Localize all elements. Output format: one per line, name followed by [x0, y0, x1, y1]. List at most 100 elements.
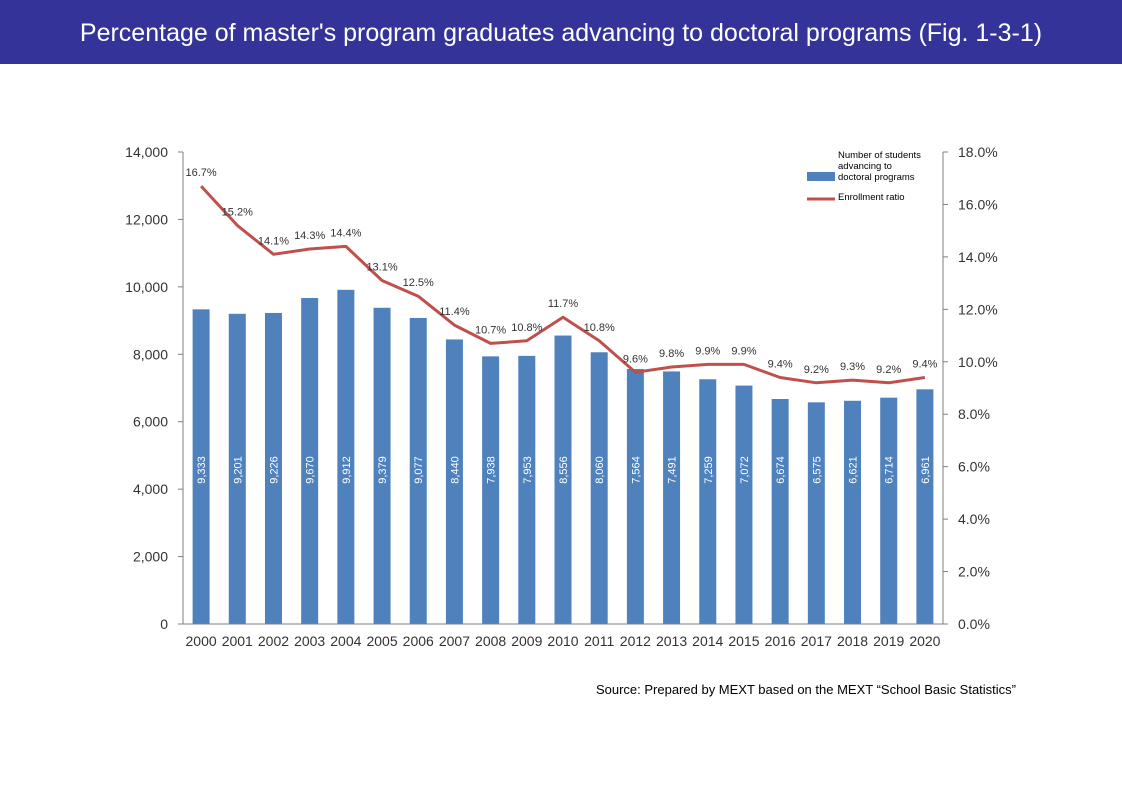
x-tick-label: 2019 [873, 633, 904, 649]
x-tick-label: 2002 [258, 633, 289, 649]
bar-2013 [663, 371, 681, 624]
x-tick-label: 2008 [475, 633, 506, 649]
page-title: Percentage of master's program graduates… [79, 19, 1043, 47]
ratio-label-2003: 14.3% [294, 230, 325, 242]
left-tick-label: 10,000 [125, 279, 168, 295]
bar-label-2004: 9,912 [341, 456, 353, 484]
bar-label-2017: 6,575 [811, 456, 823, 484]
right-tick-label: 16.0% [958, 196, 998, 212]
bar-2004 [337, 289, 355, 624]
bar-label-2001: 9,201 [232, 456, 244, 484]
bar-2005 [373, 307, 391, 624]
ratio-label-2020: 9.4% [912, 359, 937, 371]
bar-label-2000: 9,333 [196, 456, 208, 484]
legend-bar-label: Number of students [838, 150, 921, 161]
bar-label-2019: 6,714 [884, 456, 896, 484]
ratio-label-2012: 9.6% [623, 353, 648, 365]
x-tick-label: 2004 [330, 633, 361, 649]
bar-label-2010: 8,556 [558, 456, 570, 484]
ratio-label-2018: 9.3% [840, 361, 865, 373]
left-tick-label: 12,000 [125, 211, 168, 227]
right-tick-label: 10.0% [958, 354, 998, 370]
bar-2000 [192, 309, 210, 624]
ratio-label-2009: 10.8% [511, 322, 542, 334]
title-bar: Percentage of master's program graduates… [0, 0, 1122, 64]
bar-label-2009: 7,953 [522, 456, 534, 484]
ratio-label-2004: 14.4% [330, 227, 361, 239]
ratio-label-2015: 9.9% [731, 345, 756, 357]
bar-2017 [807, 402, 825, 624]
legend-bar-label: advancing to [838, 161, 892, 172]
bar-2016 [771, 398, 789, 624]
bar-2011 [590, 352, 608, 624]
x-tick-label: 2012 [620, 633, 651, 649]
bar-label-2014: 7,259 [703, 456, 715, 484]
right-tick-label: 6.0% [958, 459, 990, 475]
ratio-label-2007: 11.4% [439, 306, 470, 318]
right-tick-label: 8.0% [958, 406, 990, 422]
left-tick-label: 2,000 [133, 549, 168, 565]
bar-2010 [554, 335, 572, 624]
x-tick-label: 2006 [403, 633, 434, 649]
right-tick-label: 18.0% [958, 144, 998, 160]
bar-2018 [844, 400, 862, 624]
x-tick-label: 2007 [439, 633, 470, 649]
ratio-label-2000: 16.7% [185, 167, 216, 179]
ratio-label-2010: 11.7% [548, 298, 579, 310]
left-tick-label: 0 [160, 616, 168, 632]
bar-2014 [699, 379, 717, 624]
ratio-label-2002: 14.1% [258, 235, 289, 247]
x-tick-label: 2014 [692, 633, 723, 649]
x-tick-label: 2001 [222, 633, 253, 649]
bar-label-2020: 6,961 [920, 456, 932, 484]
ratio-label-2008: 10.7% [475, 324, 506, 336]
bar-2007 [445, 339, 463, 624]
x-tick-label: 2018 [837, 633, 868, 649]
bar-label-2002: 9,226 [268, 456, 280, 484]
ratio-label-2016: 9.4% [768, 359, 793, 371]
x-tick-label: 2010 [547, 633, 578, 649]
bar-series [192, 289, 934, 624]
ratio-line [199, 185, 926, 385]
bar-label-2015: 7,072 [739, 456, 751, 484]
chart-axes: 0 2,000 4,000 6,000 8,000 10,000 12,000 14,000 0… [125, 144, 998, 649]
x-tick-label: 2013 [656, 633, 687, 649]
bar-2003 [301, 297, 319, 624]
bar-label-2006: 9,077 [413, 456, 425, 484]
right-tick-label: 12.0% [958, 301, 998, 317]
left-tick-label: 8,000 [133, 346, 168, 362]
bar-2012 [626, 368, 644, 624]
ratio-line-series [199, 185, 926, 385]
x-tick-label: 2017 [801, 633, 832, 649]
right-tick-label: 4.0% [958, 511, 990, 527]
bar-label-2003: 9,670 [305, 456, 317, 484]
source-note: Source: Prepared by MEXT based on the ME… [595, 682, 1016, 697]
bar-label-2012: 7,564 [630, 456, 642, 484]
left-tick-label: 6,000 [133, 414, 168, 430]
x-tick-label: 2011 [584, 633, 614, 649]
ratio-label-2006: 12.5% [403, 277, 434, 289]
ratio-label-2005: 13.1% [366, 261, 397, 273]
bar-data-labels: 9,333 9,201 9,226 9,670 9,912 9,379 9,077 8,440… [196, 456, 932, 484]
bar-2020 [916, 389, 934, 624]
legend-bar-label: doctoral programs [838, 172, 915, 183]
bar-2009 [518, 355, 536, 624]
ratio-label-2019: 9.2% [876, 364, 901, 376]
bar-2001 [228, 313, 246, 624]
legend-line-label: Enrollment ratio [838, 192, 905, 203]
bar-2002 [264, 312, 282, 624]
ratio-label-2014: 9.9% [695, 345, 720, 357]
bar-label-2011: 8,060 [594, 456, 606, 484]
x-tick-label: 2000 [186, 633, 217, 649]
bar-2019 [880, 397, 898, 624]
left-tick-label: 14,000 [125, 144, 168, 160]
x-tick-label: 2003 [294, 633, 325, 649]
bar-label-2007: 8,440 [449, 456, 461, 484]
bar-label-2016: 6,674 [775, 456, 787, 484]
ratio-label-2001: 15.2% [222, 206, 253, 218]
x-tick-label: 2005 [366, 633, 397, 649]
x-tick-label: 2015 [728, 633, 759, 649]
bar-label-2005: 9,379 [377, 456, 389, 484]
